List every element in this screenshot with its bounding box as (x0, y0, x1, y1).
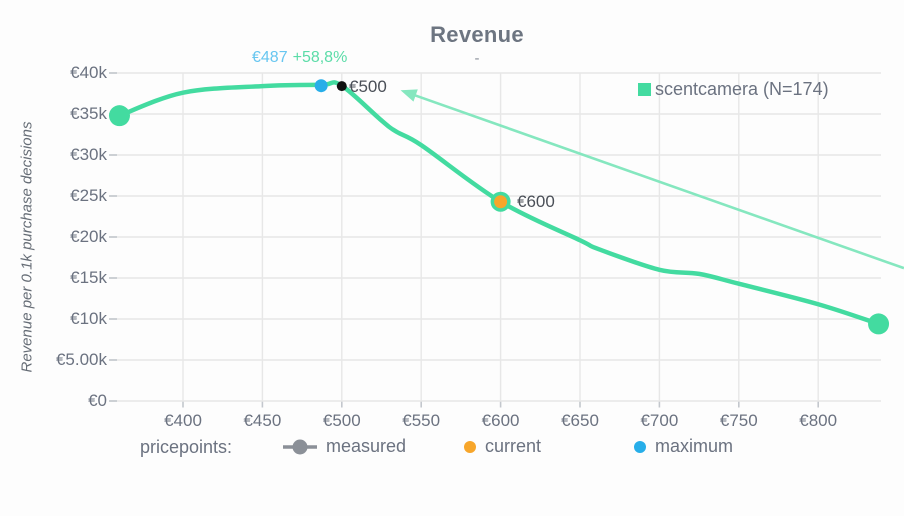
y-tick-label: €10k (70, 309, 107, 328)
maximum-point-marker (314, 79, 328, 93)
legend-item-label: current (485, 436, 542, 456)
x-tick-label: €400 (164, 411, 202, 430)
x-tick-label: €600 (481, 411, 520, 430)
y-tick-label: €5.00k (55, 350, 107, 369)
current-point-label: €600 (517, 192, 555, 211)
x-tick-label: €700 (640, 411, 679, 430)
series-legend-item[interactable]: scentcamera (N=174) (638, 79, 829, 100)
chart-title: Revenue (430, 22, 524, 47)
y-tick-label: €25k (70, 186, 107, 205)
x-tick-label: €500 (322, 411, 361, 430)
measured-point-marker (336, 81, 347, 92)
maximum-uplift-text: +58,8% (292, 49, 348, 66)
annotation-arrowhead-icon (400, 89, 418, 102)
x-tick-label: €650 (561, 411, 599, 430)
y-tick-label: €40k (70, 63, 107, 82)
measured-marker-icon (283, 439, 317, 454)
y-tick-label: €30k (70, 145, 107, 164)
x-tick-label: €550 (402, 411, 441, 430)
chart-subtitle: - (474, 50, 480, 67)
maximum-marker-icon (634, 440, 646, 453)
x-tick-label: €450 (243, 411, 282, 430)
curve-endpoint-marker (868, 313, 890, 335)
y-tick-label: €15k (70, 268, 107, 287)
maximum-point-annotation: €487 +58,8% (252, 49, 347, 67)
series-swatch-icon (638, 83, 651, 96)
x-tick-label: €750 (719, 411, 758, 430)
current-marker-icon (464, 440, 476, 453)
legend-item-label: measured (326, 436, 407, 456)
curve-endpoint-marker (108, 105, 130, 127)
measured-point-label: €500 (349, 77, 387, 96)
legend-item-current: current (464, 436, 541, 457)
y-tick-label: €0 (88, 391, 107, 410)
legend-item-measured: measured (283, 436, 406, 457)
series-legend-label: scentcamera (N=174) (655, 79, 829, 99)
x-tick-label: €800 (799, 411, 838, 430)
legend-item-maximum: maximum (634, 436, 733, 457)
legend-item-label: maximum (655, 436, 734, 456)
pricepoints-legend-title: pricepoints: (140, 437, 233, 457)
maximum-price-text: €487 (252, 49, 288, 66)
y-tick-label: €20k (70, 227, 107, 246)
y-tick-label: €35k (70, 104, 107, 123)
current-point-marker-inner (494, 195, 508, 209)
annotation-arrow-line (412, 93, 904, 270)
